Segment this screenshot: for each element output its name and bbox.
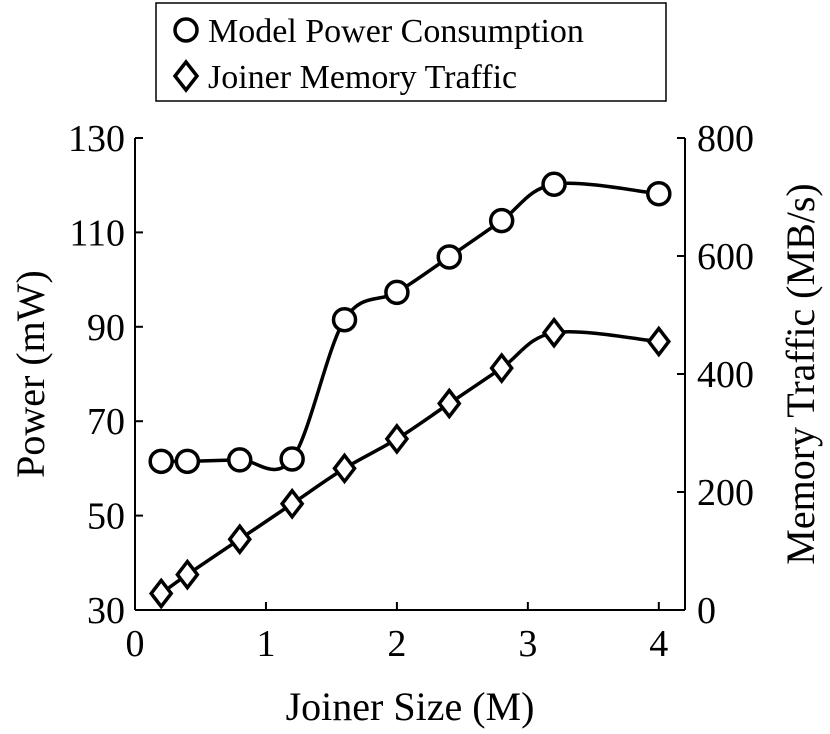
legend: Model Power Consumption Joiner Memory Tr… — [155, 2, 667, 102]
y2-tick-label: 800 — [697, 118, 754, 160]
power-data-point — [174, 448, 201, 475]
legend-marker-circle — [173, 17, 199, 43]
x-tick-label: 3 — [518, 623, 537, 665]
y2-tick-label: 200 — [697, 472, 754, 514]
traffic-data-point — [175, 558, 200, 591]
power-data-point — [279, 446, 305, 472]
y-tick-label: 50 — [87, 496, 125, 538]
y2-tick-label: 400 — [697, 354, 754, 396]
series-markers — [148, 171, 672, 610]
legend-label-power: Model Power Consumption — [208, 13, 584, 50]
y-tick-label: 90 — [87, 307, 125, 349]
x-tick-label: 4 — [649, 623, 668, 665]
x-tick-label: 2 — [387, 623, 406, 665]
power-data-point — [331, 306, 358, 333]
traffic-data-point — [646, 325, 672, 358]
plot-frame — [134, 138, 686, 611]
traffic-data-point — [489, 352, 514, 384]
traffic-data-point — [332, 452, 357, 485]
legend-label-traffic: Joiner Memory Traffic — [208, 59, 517, 96]
series-line-traffic — [160, 329, 659, 595]
legend-marker-diamond — [172, 59, 200, 93]
y2-tick-label: 0 — [697, 590, 716, 632]
x-tick-label: 0 — [126, 623, 145, 665]
traffic-data-point — [384, 423, 410, 455]
y-axis-ticks: 30 50 70 90 110 130 — [68, 118, 143, 632]
y2-axis-ticks: 0 200 400 600 800 — [677, 118, 754, 632]
series-line-power — [161, 181, 659, 472]
traffic-data-point — [437, 387, 462, 420]
x-tick-label: 1 — [256, 623, 275, 665]
series-lines — [160, 181, 659, 595]
y-tick-label: 110 — [69, 212, 125, 254]
y-axis-label: Power (mW) — [8, 270, 53, 478]
y2-axis-label: Memory Traffic (MB/s) — [778, 183, 823, 564]
y-tick-label: 130 — [68, 118, 125, 160]
power-data-point — [488, 207, 515, 234]
power-data-point — [148, 448, 174, 475]
legend-box — [155, 2, 667, 102]
x-axis-label: Joiner Size (M) — [286, 684, 535, 729]
power-data-point — [646, 180, 672, 207]
power-data-point — [541, 171, 567, 198]
y2-tick-label: 600 — [697, 236, 754, 278]
x-axis-ticks: 0 1 2 3 4 — [126, 602, 668, 665]
y-tick-label: 30 — [87, 590, 125, 632]
traffic-data-point — [148, 577, 174, 610]
power-data-point — [436, 244, 463, 270]
y-tick-label: 70 — [87, 401, 125, 443]
traffic-data-point — [227, 523, 252, 556]
traffic-data-point — [541, 316, 567, 349]
power-data-point — [227, 447, 253, 473]
power-data-point — [384, 279, 410, 306]
traffic-data-point — [279, 487, 305, 520]
